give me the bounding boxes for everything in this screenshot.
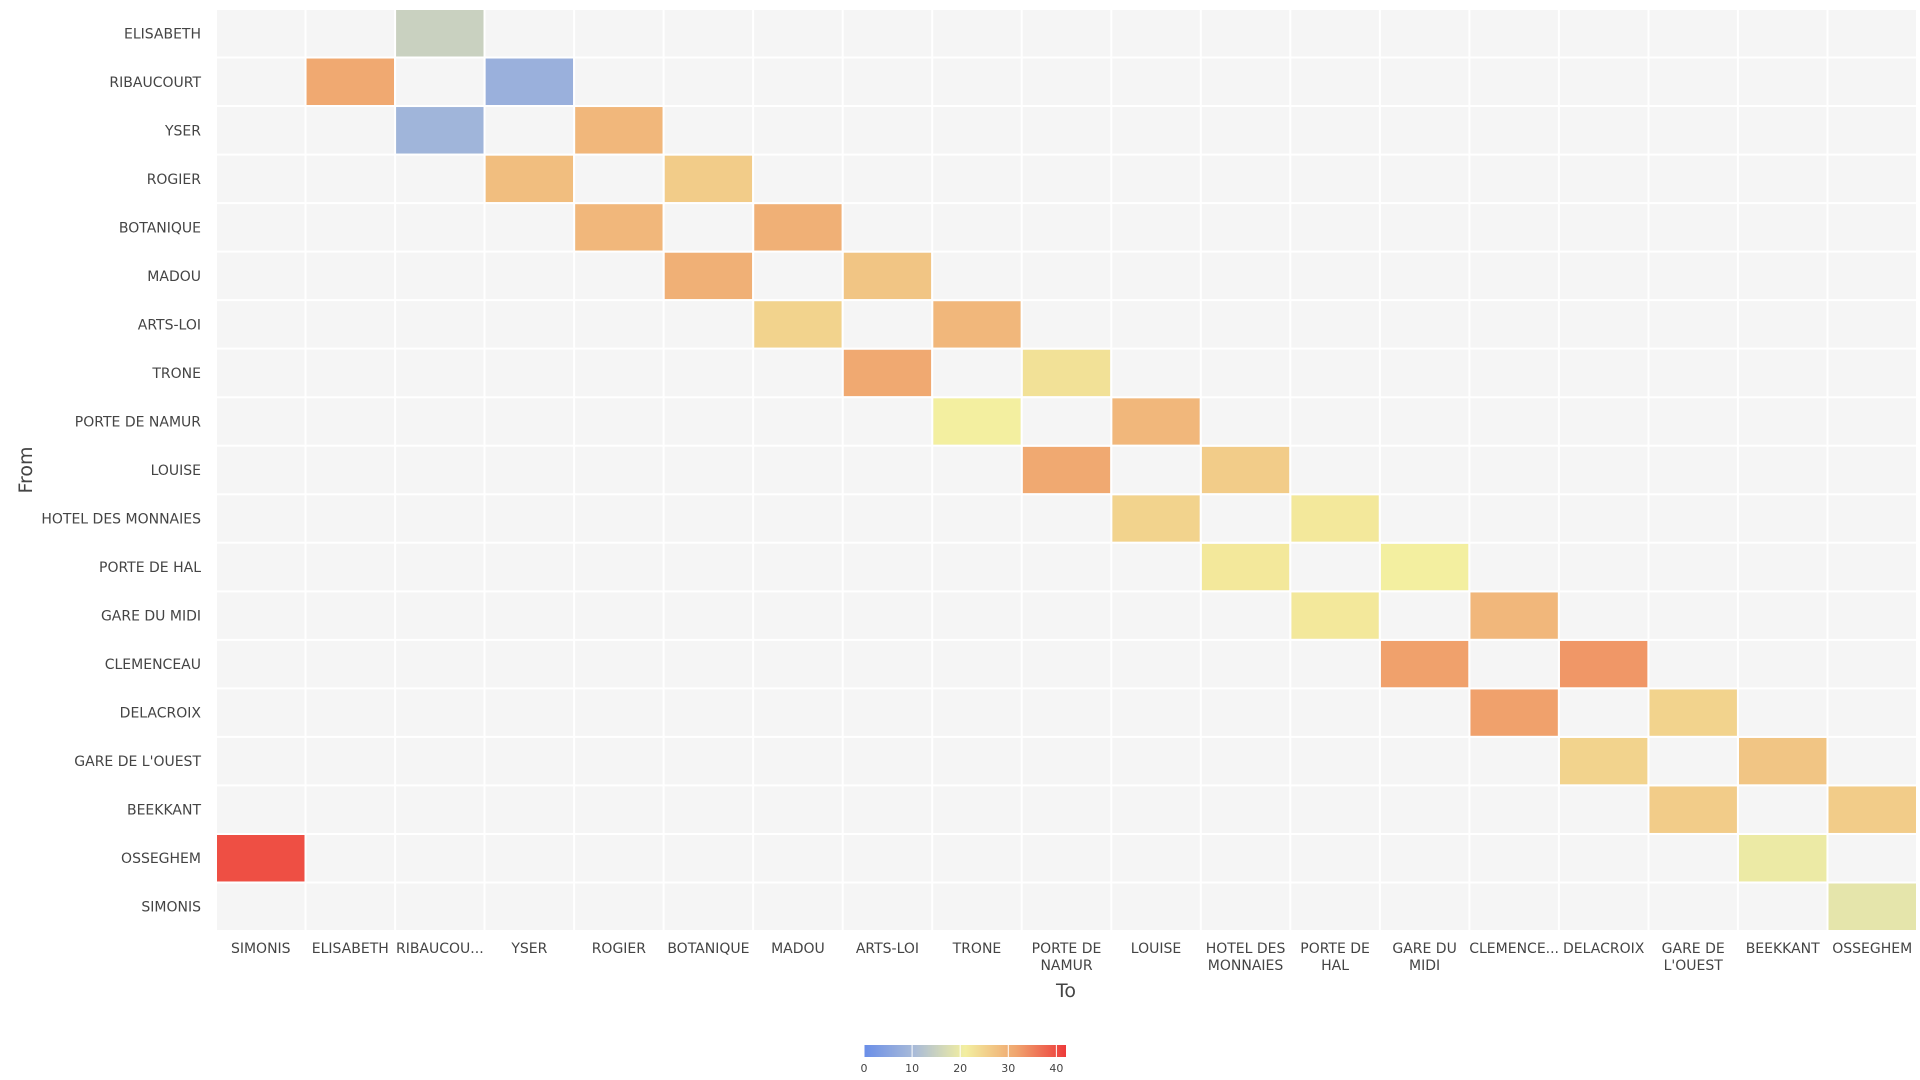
heatmap-cell-madou-to-arts-loi[interactable]	[843, 252, 932, 300]
x-tick-label-louise: LOUISE	[1131, 941, 1181, 957]
colorbar-tick-label: 40	[1049, 1062, 1063, 1075]
heatmap-cell-clemenceau-to-gare-du-midi[interactable]	[1380, 640, 1469, 688]
y-tick-label-hotel-des-monnaies: HOTEL DES MONNAIES	[41, 512, 201, 528]
heatmap-cell-madou-to-botanique[interactable]	[664, 252, 753, 300]
colorbar-tick-label: 0	[861, 1062, 868, 1075]
y-tick-label-simonis: SIMONIS	[141, 900, 201, 916]
colorbar: 0 10 20 30 40	[861, 1045, 1066, 1075]
heatmap-cell-osseghem-to-beekkant[interactable]	[1738, 834, 1827, 882]
heatmap-cell-yser-to-rogier[interactable]	[575, 107, 663, 154]
y-tick-label-trone: TRONE	[151, 366, 201, 382]
y-tick-labels: ELISABETH RIBAUCOURT YSER ROGIER BOTANIQUE MA…	[41, 26, 201, 915]
colorbar-tick-label: 30	[1001, 1062, 1015, 1075]
x-tick-label-osseghem: OSSEGHEM	[1832, 941, 1912, 957]
heatmap-cell-clemenceau-to-delacroix[interactable]	[1559, 640, 1648, 688]
y-tick-label-gare-du-midi: GARE DU MIDI	[101, 609, 201, 625]
y-tick-label-beekkant: BEEKKANT	[127, 803, 201, 819]
y-tick-label-porte-de-hal: PORTE DE HAL	[99, 560, 201, 576]
colorbar-tick-label: 20	[953, 1062, 967, 1075]
x-tick-label-trone: TRONE	[952, 941, 1002, 957]
heatmap-cell-botanique-to-rogier[interactable]	[575, 204, 663, 251]
heatmap-cell-delacroix-to-gare-de-l-ouest[interactable]	[1649, 689, 1737, 736]
heatmap-cell-trone-to-arts-loi[interactable]	[843, 349, 932, 397]
heatmap-cell-simonis-to-osseghem[interactable]	[1828, 883, 1916, 930]
heatmap-cell-porte-de-hal-to-hotel-des-monnaies[interactable]	[1201, 543, 1290, 591]
y-tick-label-clemenceau: CLEMENCEAU	[105, 657, 201, 673]
heatmap-cell-louise-to-hotel-des-monnaies[interactable]	[1201, 446, 1290, 494]
x-tick-label-hotel-des-monnaies: HOTEL DES MONNAIES	[1206, 941, 1286, 974]
heatmap-cell-arts-loi-to-madou[interactable]	[754, 301, 842, 348]
y-tick-label-porte-de-namur: PORTE DE NAMUR	[75, 414, 201, 430]
x-tick-label-porte-de-namur: PORTE DE NAMUR	[1032, 941, 1102, 974]
y-tick-label-botanique: BOTANIQUE	[119, 220, 201, 236]
x-tick-label-arts-loi: ARTS-LOI	[856, 941, 919, 957]
heatmap-cell-gare-du-midi-to-porte-de-hal[interactable]	[1291, 592, 1379, 639]
y-tick-label-elisabeth: ELISABETH	[124, 26, 201, 42]
y-tick-label-osseghem: OSSEGHEM	[121, 851, 201, 867]
x-tick-label-beekkant: BEEKKANT	[1746, 941, 1820, 957]
y-tick-label-louise: LOUISE	[151, 463, 201, 479]
heatmap-cell-beekkant-to-osseghem[interactable]	[1828, 786, 1916, 833]
heatmap-cell-ribaucourt-to-elisabeth[interactable]	[306, 58, 395, 106]
heatmap-cell-gare-de-l-ouest-to-delacroix[interactable]	[1559, 737, 1648, 785]
heatmap-cell-arts-loi-to-trone[interactable]	[933, 301, 1021, 348]
y-tick-label-rogier: ROGIER	[147, 172, 202, 188]
y-tick-label-madou: MADOU	[147, 269, 201, 285]
y-tick-label-delacroix: DELACROIX	[120, 706, 202, 722]
y-tick-label-arts-loi: ARTS-LOI	[138, 317, 201, 333]
colorbar-tick-label: 10	[905, 1062, 919, 1075]
heatmap-cell-ribaucourt-to-yser[interactable]	[485, 58, 574, 106]
x-tick-label-yser: YSER	[510, 941, 547, 957]
heatmap-cell-hotel-des-monnaies-to-porte-de-hal[interactable]	[1291, 495, 1379, 542]
heatmap-cell-botanique-to-madou[interactable]	[754, 204, 842, 251]
heatmap-cell-gare-de-l-ouest-to-beekkant[interactable]	[1738, 737, 1827, 785]
x-tick-label-botanique: BOTANIQUE	[667, 941, 749, 957]
x-tick-label-porte-de-hal: PORTE DE HAL	[1300, 941, 1370, 974]
x-axis-title: To	[1055, 980, 1076, 1002]
heatmap-cell-beekkant-to-gare-de-l-ouest[interactable]	[1649, 786, 1737, 833]
heatmap-cell-trone-to-porte-de-namur[interactable]	[1022, 349, 1111, 397]
x-tick-label-rogier: ROGIER	[592, 941, 647, 957]
heatmap-cell-rogier-to-yser[interactable]	[485, 155, 574, 203]
heatmap-cell-porte-de-hal-to-gare-du-midi[interactable]	[1380, 543, 1469, 591]
heatmap-cell-rogier-to-botanique[interactable]	[664, 155, 753, 203]
heatmap-cell-porte-de-namur-to-trone[interactable]	[933, 398, 1021, 445]
heatmap-cell-delacroix-to-clemenceau[interactable]	[1470, 689, 1558, 736]
x-tick-label-ribaucourt: RIBAUCOU...	[396, 941, 484, 957]
x-tick-label-elisabeth: ELISABETH	[312, 941, 389, 957]
heatmap-cell-porte-de-namur-to-louise[interactable]	[1112, 398, 1200, 445]
heatmap-cell-louise-to-porte-de-namur[interactable]	[1022, 446, 1111, 494]
heatmap-cells	[216, 9, 1917, 931]
y-tick-label-ribaucourt: RIBAUCOURT	[109, 75, 201, 91]
heatmap-cell-yser-to-ribaucourt[interactable]	[396, 107, 484, 154]
x-tick-label-delacroix: DELACROIX	[1563, 941, 1645, 957]
heatmap-cell-gare-du-midi-to-clemenceau[interactable]	[1470, 592, 1558, 639]
heatmap-cell-elisabeth-to-ribaucourt[interactable]	[396, 10, 484, 57]
x-tick-label-simonis: SIMONIS	[231, 941, 291, 957]
y-axis-title: From	[15, 446, 37, 493]
heatmap-cell-osseghem-to-simonis[interactable]	[217, 834, 305, 882]
x-tick-label-gare-de-l-ouest: GARE DE L'OUEST	[1662, 941, 1725, 974]
heatmap-cell-hotel-des-monnaies-to-louise[interactable]	[1112, 495, 1200, 542]
colorbar-ticks: 0 10 20 30 40	[861, 1045, 1063, 1075]
gridlines	[215, 8, 1918, 932]
x-tick-labels: SIMONIS ELISABETH RIBAUCOU... YSER ROGIER BOT…	[231, 941, 1912, 974]
colorbar-gradient	[864, 1045, 1066, 1057]
x-tick-label-madou: MADOU	[771, 941, 825, 957]
y-tick-label-gare-de-l-ouest: GARE DE L'OUEST	[74, 754, 201, 770]
x-tick-label-clemenceau: CLEMENCE...	[1469, 941, 1559, 957]
x-tick-label-gare-du-midi: GARE DU MIDI	[1392, 941, 1456, 974]
y-tick-label-yser: YSER	[164, 123, 201, 139]
